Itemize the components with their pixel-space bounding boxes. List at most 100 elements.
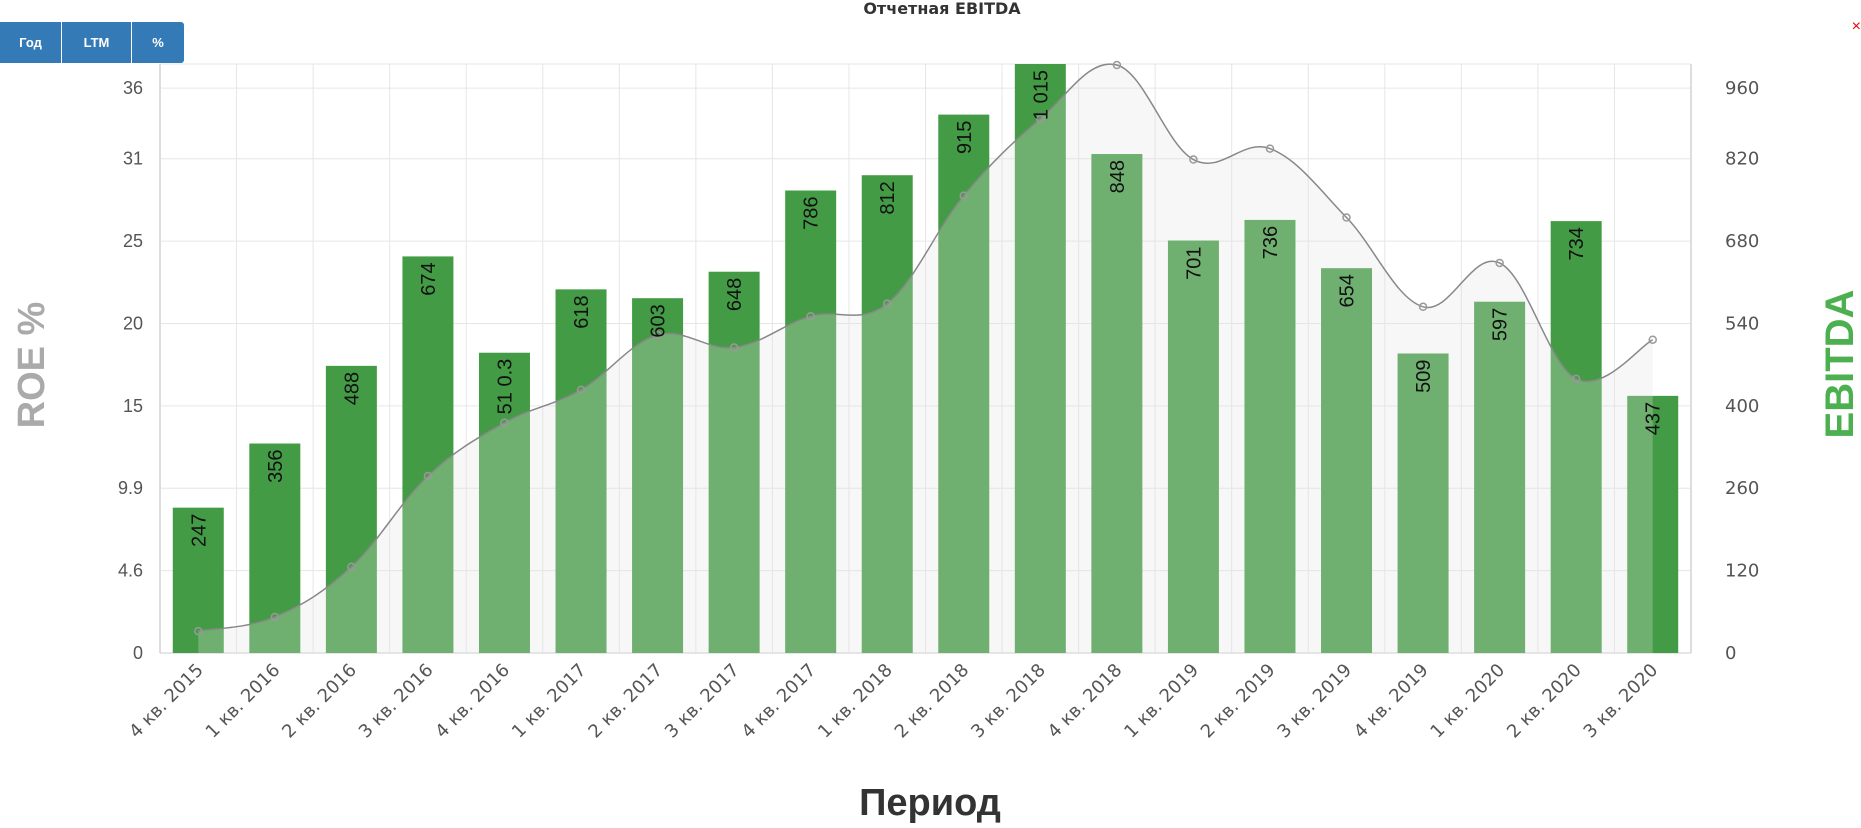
x-tick-label: 2 кв. 2016 — [278, 660, 361, 743]
bar-data-label: 509 — [1413, 359, 1435, 392]
x-tick-label: 3 кв. 2016 — [355, 660, 438, 743]
ebitda-bar — [861, 175, 913, 653]
bar-data-label: 654 — [1337, 274, 1359, 307]
x-tick-label: 4 кв. 2016 — [431, 660, 514, 743]
left-tick-label: 20 — [123, 313, 143, 333]
ebitda-bar — [1091, 154, 1143, 653]
bar-data-label: 915 — [954, 121, 976, 154]
right-axis-title: EBITDA — [1818, 290, 1861, 439]
bar-data-label: 247 — [188, 514, 210, 547]
right-tick-label: 540 — [1725, 313, 1759, 334]
left-tick-label: 25 — [123, 231, 143, 251]
right-tick-label: 120 — [1725, 561, 1759, 582]
roe-point — [1189, 155, 1198, 164]
bar-data-label: 848 — [1107, 160, 1129, 193]
roe-point — [423, 471, 433, 481]
ebitda-bar — [1014, 64, 1066, 653]
left-tick-label: 15 — [123, 396, 143, 416]
bar-data-label: 648 — [724, 278, 746, 311]
ebitda-bar — [1397, 353, 1449, 653]
bar-data-label: 603 — [648, 304, 670, 337]
roe-point — [500, 418, 509, 427]
ebitda-bar — [1244, 219, 1296, 653]
ebitda-bar — [1474, 301, 1526, 653]
x-tick-label: 2 кв. 2017 — [584, 660, 667, 743]
bar-data-label: 618 — [571, 295, 593, 328]
x-axis-title: Период — [859, 782, 1001, 824]
ebitda-bar — [1627, 395, 1679, 653]
roe-point — [347, 562, 356, 572]
right-tick-label: 260 — [1725, 478, 1759, 499]
roe-point — [270, 612, 280, 622]
ebitda-bar — [1167, 240, 1219, 653]
bar-data-label: 736 — [1260, 226, 1282, 259]
roe-point — [729, 343, 739, 352]
roe-point — [1571, 374, 1581, 384]
ebitda-bar — [785, 190, 837, 653]
right-tick-label: 680 — [1725, 231, 1759, 252]
percent-button[interactable]: % — [132, 22, 184, 63]
bar-data-label: 734 — [1566, 227, 1588, 260]
x-tick-label: 2 кв. 2018 — [891, 660, 974, 743]
x-tick-label: 3 кв. 2019 — [1273, 660, 1356, 743]
right-tick-label: 0 — [1725, 643, 1736, 664]
x-tick-label: 1 кв. 2016 — [202, 660, 285, 743]
right-tick-label: 820 — [1725, 149, 1759, 170]
roe-point — [806, 311, 815, 321]
bar-data-label: 488 — [341, 372, 363, 405]
left-tick-label: 9.9 — [118, 478, 143, 498]
x-tick-label: 3 кв. 2017 — [661, 660, 744, 743]
ebitda-bar — [325, 365, 377, 653]
roe-point — [1112, 60, 1122, 70]
x-tick-label: 1 кв. 2018 — [814, 660, 897, 743]
roe-line — [198, 63, 1654, 632]
right-tick-label: 960 — [1725, 78, 1759, 99]
bar-data-label: 812 — [877, 181, 899, 214]
x-tick-label: 4 кв. 2018 — [1044, 660, 1127, 743]
left-axis-title: ROE % — [11, 302, 53, 429]
roe-point — [1036, 114, 1045, 124]
left-tick-label: 0 — [133, 643, 143, 663]
bar-data-label: 674 — [418, 262, 440, 295]
bar-data-label: 51 0.3 — [494, 359, 516, 415]
bar-data-label: 356 — [265, 450, 287, 483]
x-tick-label: 1 кв. 2019 — [1120, 660, 1203, 743]
roe-point — [653, 330, 662, 340]
left-tick-label: 31 — [123, 149, 143, 169]
bar-data-label: 701 — [1183, 247, 1205, 280]
year-button[interactable]: Год — [0, 22, 61, 63]
x-tick-label: 1 кв. 2020 — [1426, 660, 1509, 743]
bar-data-label: 786 — [801, 197, 823, 230]
roe-point — [576, 385, 586, 395]
x-tick-label: 4 кв. 2017 — [738, 660, 821, 743]
left-tick-label: 4.6 — [118, 561, 143, 581]
ebitda-bar — [938, 114, 990, 653]
roe-point — [959, 191, 969, 200]
bar-data-label: 1 015 — [1030, 70, 1052, 120]
x-tick-label: 4 кв. 2019 — [1350, 660, 1433, 743]
roe-area — [198, 64, 1653, 653]
roe-point — [1342, 213, 1351, 222]
ebitda-bar — [555, 289, 607, 653]
left-tick-label: 36 — [123, 78, 143, 98]
bar-data-label: 437 — [1643, 402, 1665, 435]
roe-point — [1495, 258, 1504, 268]
roe-point — [1265, 144, 1275, 153]
ebitda-bar — [632, 298, 684, 653]
close-icon[interactable]: × — [1851, 18, 1861, 35]
period-toggle-group: Год LTM % — [0, 22, 184, 63]
ltm-button[interactable]: LTM — [62, 22, 131, 63]
ebitda-bar — [402, 256, 454, 653]
right-tick-label: 400 — [1725, 396, 1759, 417]
roe-point — [1418, 302, 1428, 312]
ebitda-bar — [478, 352, 530, 653]
x-tick-label: 3 кв. 2020 — [1580, 660, 1663, 743]
chart-title: Отчетная EBITDA — [863, 0, 1021, 18]
x-tick-label: 2 кв. 2020 — [1503, 660, 1586, 743]
ebitda-bar — [708, 271, 760, 653]
x-tick-label: 4 кв. 2015 — [125, 660, 208, 743]
roe-point — [194, 626, 203, 636]
ebitda-bar — [1321, 268, 1373, 653]
ebitda-bar — [1550, 221, 1602, 653]
